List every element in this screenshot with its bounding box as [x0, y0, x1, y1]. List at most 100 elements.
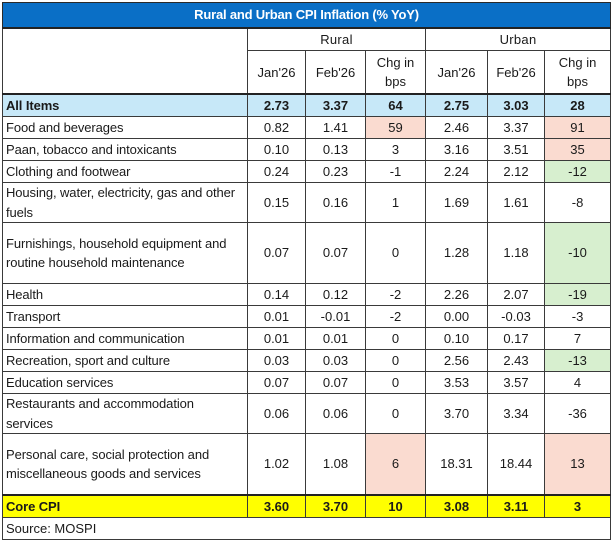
urban-chg-value: -3 — [543, 305, 612, 328]
rural-jan-value: 0.14 — [247, 283, 306, 306]
table-row: Paan, tobacco and intoxicants 0.10 0.13 … — [2, 138, 612, 161]
urban-feb-value: 1.61 — [487, 182, 545, 223]
urban-jan-value: 1.69 — [425, 182, 488, 223]
urban-jan-value: 3.70 — [425, 393, 488, 434]
rural-feb-value: 0.23 — [305, 160, 366, 183]
table-row: Recreation, sport and culture 0.03 0.03 … — [2, 349, 612, 372]
urban-feb-value: 3.37 — [487, 116, 545, 139]
rural-feb-value: 0.06 — [305, 393, 366, 434]
rural-jan-value: 0.15 — [247, 182, 306, 223]
chg-label-line2: bps — [567, 74, 588, 89]
rural-chg-value: 0 — [365, 349, 426, 372]
chg-label-line2: bps — [385, 74, 406, 89]
rural-feb-value: 0.07 — [305, 371, 366, 394]
urban-chg-value: -10 — [543, 222, 612, 284]
row-label: Recreation, sport and culture — [2, 349, 248, 372]
rural-chg-value: 0 — [365, 393, 426, 434]
row-label: Personal care, social protection and mis… — [2, 433, 248, 496]
rural-chg-value: 6 — [365, 433, 426, 496]
table-title: Rural and Urban CPI Inflation (% YoY) — [1, 2, 612, 29]
urban-chg-value: -36 — [543, 393, 612, 434]
source-note: Source: MOSPI — [1, 517, 612, 540]
rural-jan-value: 0.03 — [247, 349, 306, 372]
urban-feb-value: 0.17 — [487, 327, 545, 350]
urban-chg-value: 28 — [543, 93, 612, 117]
table-row: Education services 0.07 0.07 0 3.53 3.57… — [2, 371, 612, 394]
row-label: Paan, tobacco and intoxicants — [2, 138, 248, 161]
urban-jan-value: 3.53 — [425, 371, 488, 394]
rural-jan-value: 1.02 — [247, 433, 306, 496]
rural-chg-value: 0 — [365, 327, 426, 350]
col-header-rural-feb: Feb'26 — [305, 50, 366, 95]
urban-feb-value: 1.18 — [487, 222, 545, 284]
cpi-inflation-table: Rural and Urban CPI Inflation (% YoY) Ru… — [1, 2, 612, 540]
row-label: Core CPI — [2, 494, 248, 518]
row-label: All Items — [2, 93, 248, 117]
rural-feb-value: 0.07 — [305, 222, 366, 284]
rural-chg-value: 1 — [365, 182, 426, 223]
urban-jan-value: 1.28 — [425, 222, 488, 284]
urban-jan-value: 0.10 — [425, 327, 488, 350]
rural-jan-value: 0.07 — [247, 222, 306, 284]
urban-chg-value: 7 — [543, 327, 612, 350]
rural-chg-value: -1 — [365, 160, 426, 183]
rural-chg-value: 10 — [365, 494, 426, 518]
urban-chg-value: 4 — [543, 371, 612, 394]
table-row: Information and communication 0.01 0.01 … — [2, 327, 612, 350]
rural-chg-value: -2 — [365, 305, 426, 328]
row-label: Clothing and footwear — [2, 160, 248, 183]
rural-jan-value: 0.24 — [247, 160, 306, 183]
urban-feb-value: 3.03 — [487, 93, 545, 117]
rural-feb-value: 0.16 — [305, 182, 366, 223]
header-blank — [2, 27, 248, 95]
row-label: Furnishings, household equipment and rou… — [2, 222, 248, 284]
rural-jan-value: 0.07 — [247, 371, 306, 394]
urban-chg-value: -13 — [543, 349, 612, 372]
rural-chg-value: -2 — [365, 283, 426, 306]
rural-chg-value: 64 — [365, 93, 426, 117]
row-label: Transport — [2, 305, 248, 328]
table-row-all-items: All Items 2.73 3.37 64 2.75 3.03 28 — [2, 93, 612, 117]
row-label: Education services — [2, 371, 248, 394]
rural-feb-value: 1.41 — [305, 116, 366, 139]
urban-jan-value: 18.31 — [425, 433, 488, 496]
row-label: Food and beverages — [2, 116, 248, 139]
urban-feb-value: 3.34 — [487, 393, 545, 434]
rural-feb-value: 0.01 — [305, 327, 366, 350]
group-header-rural: Rural — [247, 27, 426, 51]
rural-jan-value: 0.10 — [247, 138, 306, 161]
group-header-urban: Urban — [424, 27, 612, 51]
rural-jan-value: 3.60 — [247, 494, 306, 518]
rural-feb-value: 1.08 — [305, 433, 366, 496]
table-row: Restaurants and accommodation services 0… — [2, 393, 612, 434]
urban-feb-value: 3.57 — [487, 371, 545, 394]
rural-chg-value: 59 — [365, 116, 426, 139]
table-row: Clothing and footwear 0.24 0.23 -1 2.24 … — [2, 160, 612, 183]
rural-feb-value: -0.01 — [305, 305, 366, 328]
rural-jan-value: 0.01 — [247, 327, 306, 350]
row-label: Restaurants and accommodation services — [2, 393, 248, 434]
urban-chg-value: 91 — [543, 116, 612, 139]
table-row: Transport 0.01 -0.01 -2 0.00 -0.03 -3 — [2, 305, 612, 328]
urban-feb-value: 3.51 — [487, 138, 545, 161]
rural-feb-value: 0.12 — [305, 283, 366, 306]
urban-jan-value: 2.26 — [425, 283, 488, 306]
rural-feb-value: 0.03 — [305, 349, 366, 372]
rural-jan-value: 0.01 — [247, 305, 306, 328]
urban-chg-value: 3 — [543, 494, 612, 518]
chg-label-line1: Chg in — [558, 55, 597, 70]
urban-jan-value: 2.46 — [425, 116, 488, 139]
urban-chg-value: -19 — [543, 283, 612, 306]
table-row: Personal care, social protection and mis… — [2, 433, 612, 496]
urban-feb-value: 2.12 — [487, 160, 545, 183]
rural-jan-value: 0.82 — [247, 116, 306, 139]
row-label: Housing, water, electricity, gas and oth… — [2, 182, 248, 223]
urban-feb-value: 2.07 — [487, 283, 545, 306]
table-row: Health 0.14 0.12 -2 2.26 2.07 -19 — [2, 283, 612, 306]
rural-chg-value: 0 — [365, 371, 426, 394]
col-header-urban-feb: Feb'26 — [487, 50, 545, 95]
urban-chg-value: -8 — [543, 182, 612, 223]
rural-chg-value: 0 — [365, 222, 426, 284]
rural-jan-value: 0.06 — [247, 393, 306, 434]
col-header-urban-jan: Jan'26 — [425, 50, 488, 95]
